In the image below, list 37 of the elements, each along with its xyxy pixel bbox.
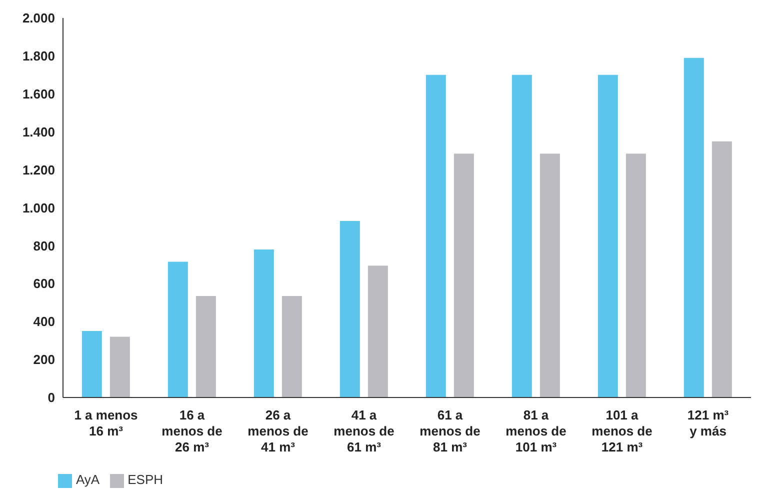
- bar: [254, 249, 274, 398]
- bar: [454, 154, 474, 398]
- bar: [626, 154, 646, 398]
- legend-label: ESPH: [128, 472, 164, 488]
- y-tick-label: 600: [33, 276, 55, 292]
- bar: [168, 262, 188, 398]
- bar: [598, 74, 618, 398]
- x-tick-label: 1 a menos 16 m³: [74, 407, 138, 438]
- y-tick-label: 2.000: [22, 10, 55, 26]
- y-tick-label: 0: [48, 390, 55, 406]
- bar: [368, 266, 388, 398]
- x-tick-label: 81 a menos de 101 m³: [506, 407, 566, 454]
- bar: [512, 74, 532, 398]
- y-tick-label: 1.400: [22, 124, 55, 140]
- bar: [684, 58, 704, 398]
- y-tick-label: 1.800: [22, 48, 55, 64]
- legend-label: AyA: [76, 472, 100, 488]
- x-tick-label: 16 a menos de 26 m³: [162, 407, 222, 454]
- bar: [340, 221, 360, 398]
- bar: [426, 74, 446, 398]
- y-tick-label: 1.600: [22, 86, 55, 102]
- x-tick-label: 26 a menos de 41 m³: [248, 407, 308, 454]
- y-tick-label: 800: [33, 238, 55, 254]
- x-tick-label: 61 a menos de 81 m³: [420, 407, 480, 454]
- x-tick-label: 101 a menos de 121 m³: [592, 407, 652, 454]
- bar: [196, 296, 216, 398]
- bar: [712, 141, 732, 398]
- x-tick-label: 121 m³ y más: [687, 407, 730, 438]
- x-tick-label: 41 a menos de 61 m³: [334, 407, 394, 454]
- bar: [82, 331, 102, 398]
- y-tick-label: 1.200: [22, 162, 55, 178]
- y-tick-label: 400: [33, 314, 55, 330]
- bar: [540, 154, 560, 398]
- y-tick-label: 1.000: [22, 200, 55, 216]
- bar: [110, 336, 130, 398]
- y-tick-label: 200: [33, 352, 55, 368]
- bar: [282, 296, 302, 398]
